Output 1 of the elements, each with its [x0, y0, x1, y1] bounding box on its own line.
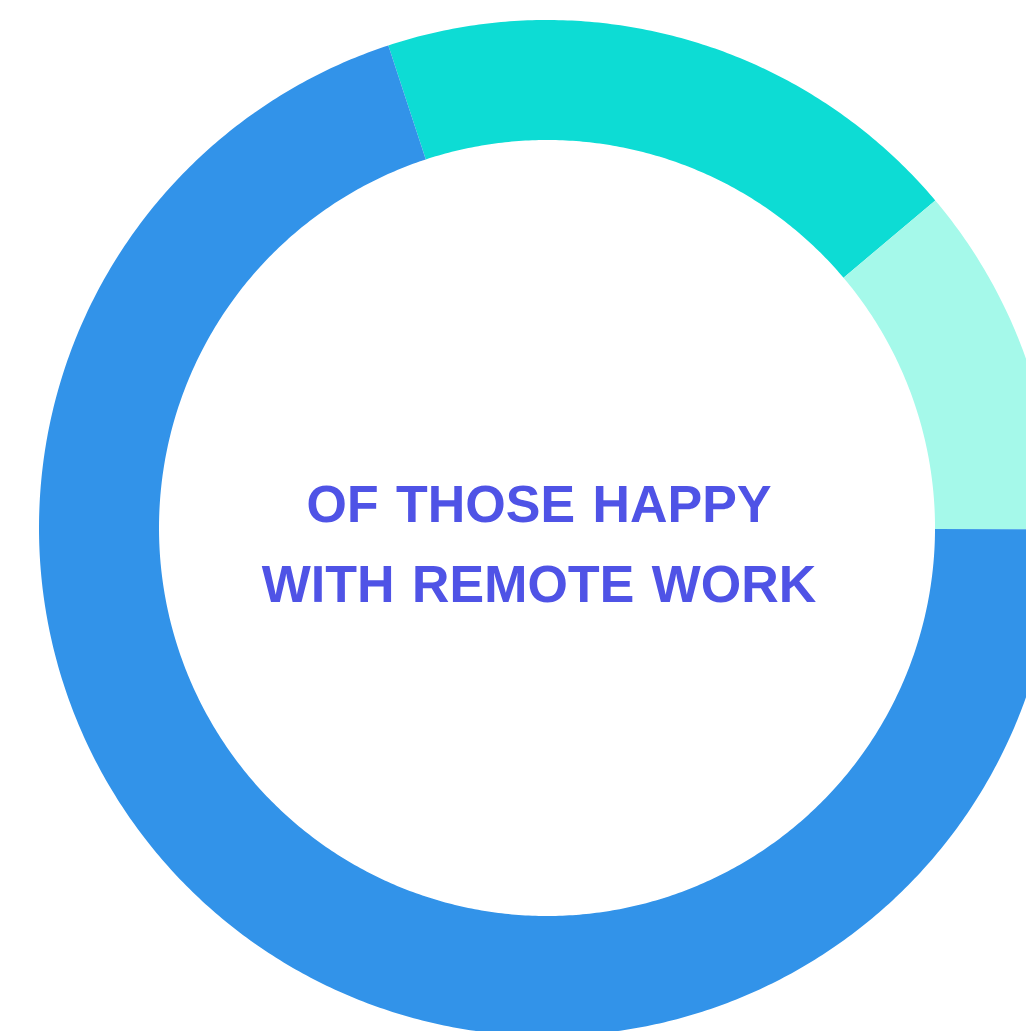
text: OF THOSE HAPPY WITH REMOTE WORK [261, 485, 816, 603]
